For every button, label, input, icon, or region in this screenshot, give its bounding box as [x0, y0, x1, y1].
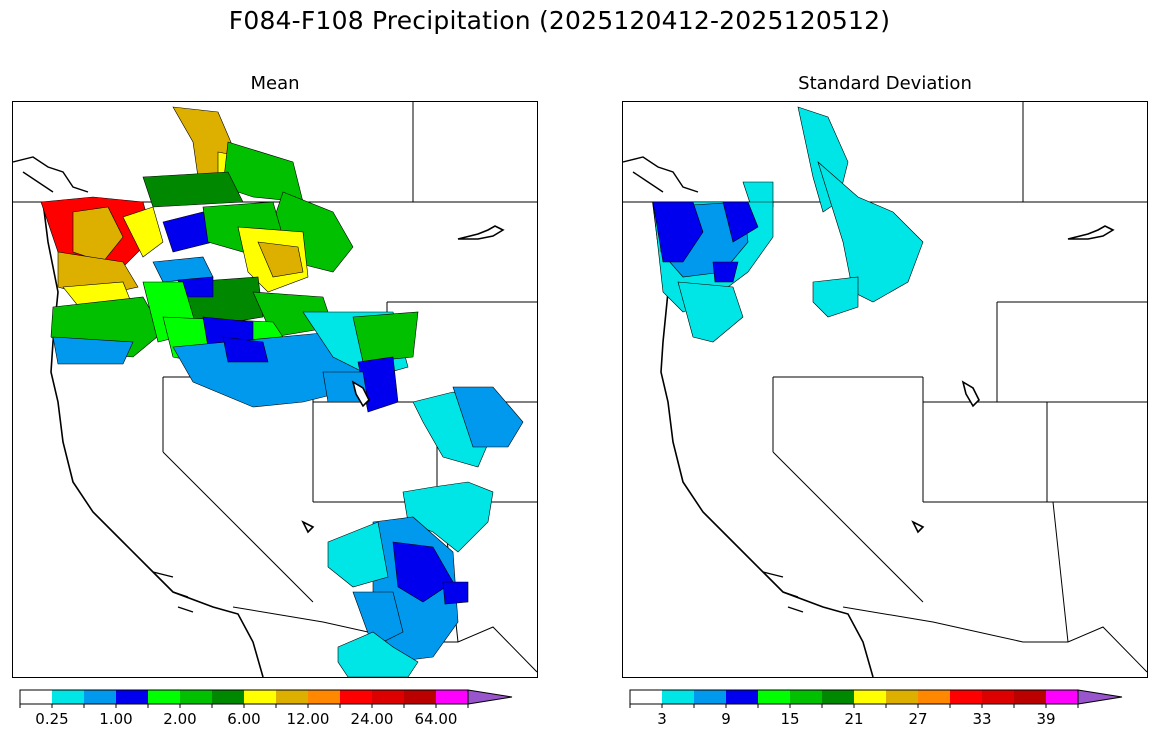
colorbar-tick-label: 33 [972, 710, 992, 728]
colorbar-segment [212, 690, 244, 704]
colorbar-segment [886, 690, 918, 704]
colorbar-segment [308, 690, 340, 704]
colorbar-segment [84, 690, 116, 704]
colorbar-tick-label: 6.00 [227, 710, 261, 728]
colorbar-segment [1046, 690, 1078, 704]
map-mean [12, 101, 538, 678]
colorbar-tick-label: 39 [1036, 710, 1056, 728]
colorbar-stddev-svg [629, 689, 1123, 708]
map-stddev [622, 101, 1148, 678]
colorbar-tick-label: 12.00 [286, 710, 330, 728]
colorbar-segment [822, 690, 854, 704]
colorbar-segment [854, 690, 886, 704]
colorbar-segment [982, 690, 1014, 704]
colorbar-segment [918, 690, 950, 704]
colorbar-segment [404, 690, 436, 704]
colorbar-segment [276, 690, 308, 704]
colorbar-segment [340, 690, 372, 704]
colorbar-segment [1014, 690, 1046, 704]
colorbar-tick-label: 0.25 [35, 710, 69, 728]
colorbar-tick-label: 24.00 [350, 710, 394, 728]
colorbar-segment [180, 690, 212, 704]
colorbar-mean-svg [19, 689, 513, 708]
colorbar-segment [436, 690, 468, 704]
colorbar-segment [116, 690, 148, 704]
colorbar-segment [630, 690, 662, 704]
colorbar-segment [244, 690, 276, 704]
colorbar-tick-label: 21 [844, 710, 864, 728]
figure-title: F084-F108 Precipitation (2025120412-2025… [228, 6, 891, 35]
panel-title-mean: Mean [250, 73, 300, 94]
colorbar-segment [790, 690, 822, 704]
colorbar-tick-label: 15 [780, 710, 800, 728]
colorbar-extend-arrow [1077, 689, 1123, 705]
panel-title-stddev: Standard Deviation [798, 73, 972, 94]
colorbar-segment [758, 690, 790, 704]
colorbar-tick-label: 3 [657, 710, 667, 728]
colorbar-stddev [629, 689, 1140, 708]
colorbar-segment [372, 690, 404, 704]
colorbar-segment [20, 690, 52, 704]
colorbar-segment [52, 690, 84, 704]
colorbar-segment [662, 690, 694, 704]
colorbar-tick-label: 1.00 [99, 710, 133, 728]
colorbar-tick-label: 9 [721, 710, 731, 728]
colorbar-tick-label: 27 [908, 710, 928, 728]
colorbar-segment [148, 690, 180, 704]
colorbar-segment [694, 690, 726, 704]
colorbar-extend-arrow [467, 689, 513, 705]
map-stddev-svg [623, 102, 1147, 677]
colorbar-segment [950, 690, 982, 704]
colorbar-mean [19, 689, 530, 708]
colorbar-segment [726, 690, 758, 704]
colorbar-tick-label: 2.00 [163, 710, 197, 728]
map-mean-svg [13, 102, 537, 677]
colorbar-tick-label: 64.00 [414, 710, 458, 728]
